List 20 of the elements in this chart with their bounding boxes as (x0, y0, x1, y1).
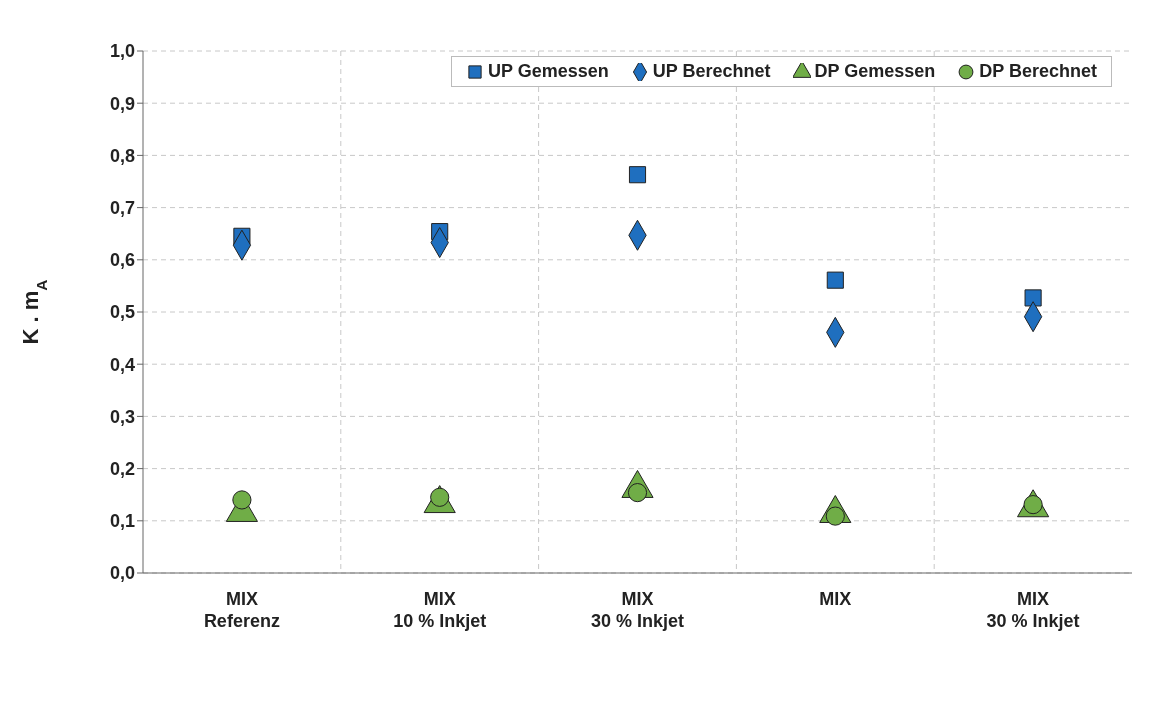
legend-label: DP Berechnet (978, 61, 1097, 82)
y-tick-label: 0,0 (109, 563, 135, 584)
x-tick-label: MIX Referenz (203, 589, 280, 631)
y-tick-label: 0,1 (109, 511, 135, 532)
legend-label: UP Berechnet (651, 61, 771, 82)
x-tick-label: MIX (819, 589, 852, 609)
y-tick-label: 0,3 (109, 406, 135, 427)
y-tick-label: 0,5 (109, 302, 135, 323)
legend-label: UP Gemessen (487, 61, 609, 82)
legend-label: DP Gemessen (813, 61, 936, 82)
y-tick-label: 0,8 (109, 145, 135, 166)
y-tick-label: 0,9 (109, 93, 135, 114)
x-tick-label: MIX 30 % Inkjet (590, 589, 685, 631)
y-tick-label: 0,7 (109, 197, 135, 218)
y-tick-label: 0,2 (109, 458, 135, 479)
x-tick-label: MIX 10 % Inkjet (393, 589, 487, 631)
y-tick-label: 0,6 (109, 250, 135, 271)
y-tick-label: 1,0 (109, 41, 135, 62)
y-tick-label: 0,4 (109, 354, 135, 375)
x-tick-label: MIX 30 % Inkjet (986, 589, 1080, 631)
